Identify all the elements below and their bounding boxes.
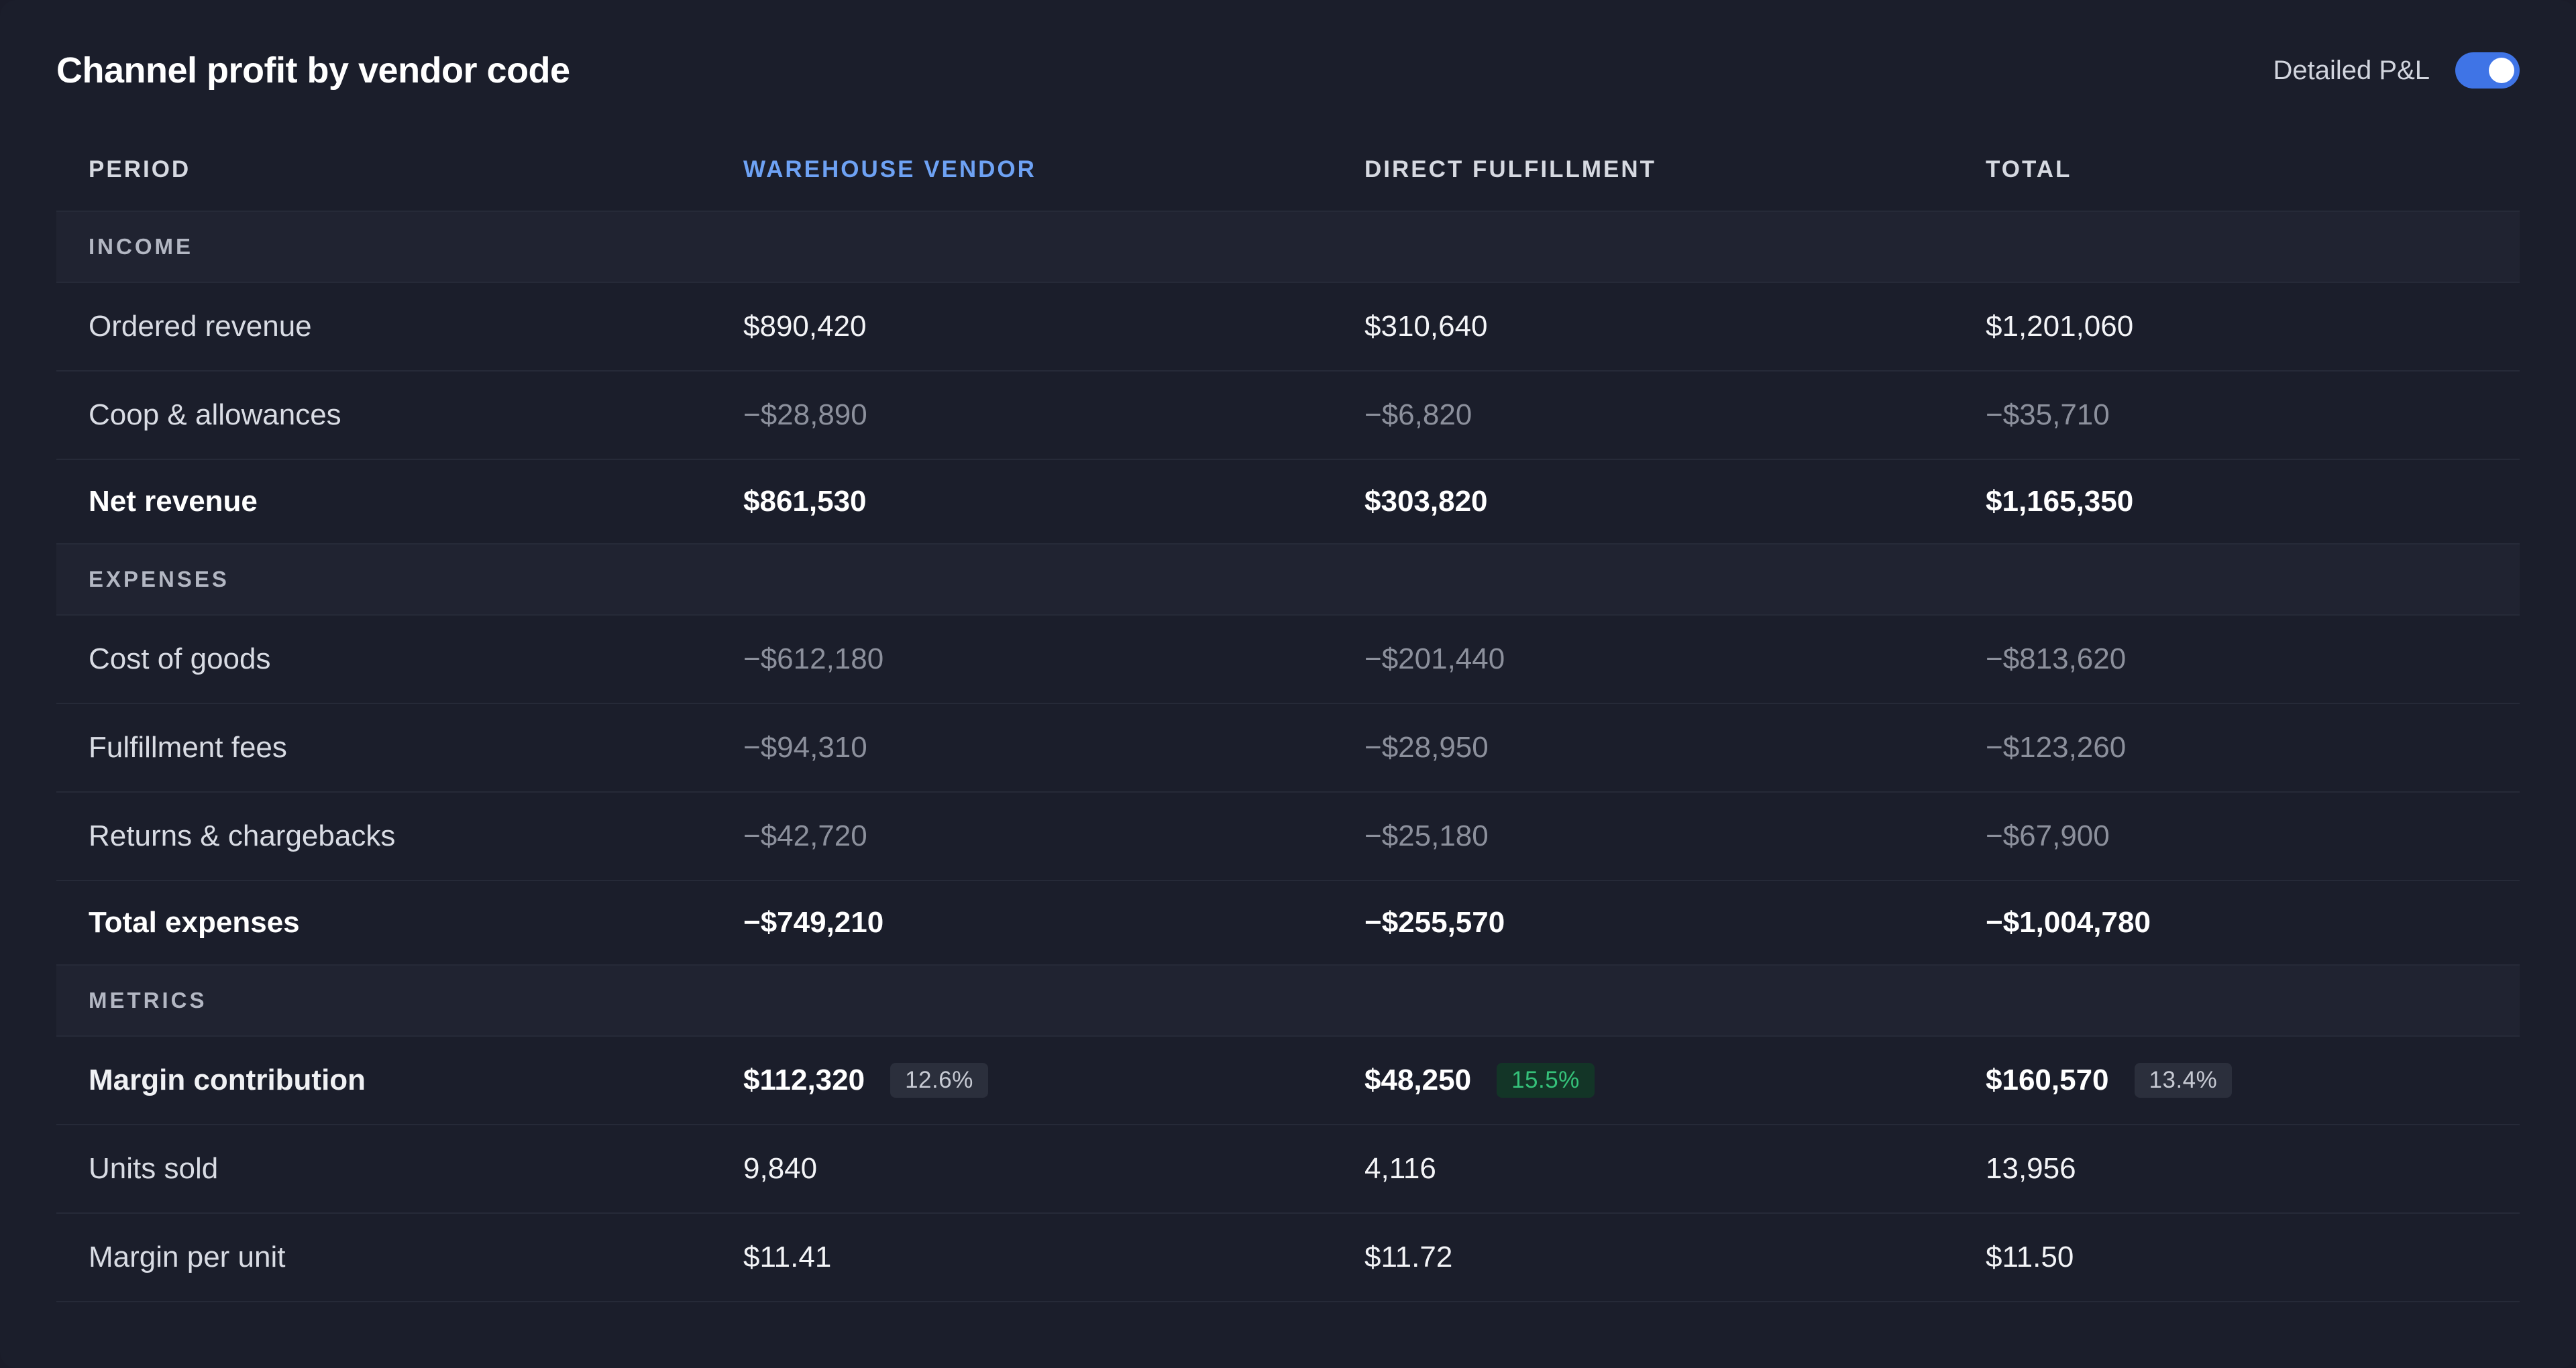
cell-total: −$67,900 bbox=[1986, 819, 2110, 852]
table-row-total-expenses: Total expenses −$749,210 −$255,570 −$1,0… bbox=[56, 881, 2520, 966]
row-label: Margin contribution bbox=[89, 1064, 366, 1096]
cell-total: $1,165,350 bbox=[1986, 485, 2134, 518]
table-row-cost-of-goods: Cost of goods −$612,180 −$201,440 −$813,… bbox=[56, 616, 2520, 704]
cell-warehouse-vendor: −$28,890 bbox=[743, 398, 867, 431]
page-title: Channel profit by vendor code bbox=[56, 50, 570, 91]
column-header-total[interactable]: TOTAL bbox=[1986, 156, 2072, 182]
table-row-net-revenue: Net revenue $861,530 $303,820 $1,165,350 bbox=[56, 460, 2520, 545]
table-row-units-sold: Units sold 9,840 4,116 13,956 bbox=[56, 1125, 2520, 1214]
cell-warehouse-vendor: $890,420 bbox=[743, 310, 867, 343]
cell-warehouse-vendor: 9,840 bbox=[743, 1152, 818, 1185]
cell-warehouse-vendor: $11.41 bbox=[743, 1241, 832, 1273]
cell-direct-fulfillment: $11.72 bbox=[1364, 1241, 1453, 1273]
row-label: Cost of goods bbox=[89, 642, 271, 675]
cell-value: $48,250 bbox=[1364, 1064, 1472, 1096]
cell-warehouse-vendor: −$42,720 bbox=[743, 819, 867, 852]
detailed-pnl-toggle[interactable] bbox=[2455, 52, 2520, 89]
margin-percent-badge: 15.5% bbox=[1497, 1063, 1595, 1098]
column-header-period[interactable]: PERIOD bbox=[89, 156, 191, 182]
row-label: Units sold bbox=[89, 1152, 219, 1185]
cell-total: $160,570 13.4% bbox=[1962, 1063, 2520, 1098]
cell-total: 13,956 bbox=[1986, 1152, 2076, 1185]
cell-total: $11.50 bbox=[1986, 1241, 2074, 1273]
table-header-row: PERIOD WAREHOUSE VENDOR DIRECT FULFILLME… bbox=[56, 129, 2520, 212]
cell-value: $112,320 bbox=[743, 1064, 865, 1096]
detailed-pnl-label: Detailed P&L bbox=[2273, 55, 2430, 85]
cell-value: $160,570 bbox=[1986, 1064, 2109, 1096]
cell-total: −$1,004,780 bbox=[1986, 906, 2151, 939]
cell-warehouse-vendor: −$749,210 bbox=[743, 906, 884, 939]
section-label-metrics: METRICS bbox=[89, 988, 207, 1013]
table-row-fulfillment-fees: Fulfillment fees −$94,310 −$28,950 −$123… bbox=[56, 704, 2520, 793]
cell-warehouse-vendor: $112,320 12.6% bbox=[719, 1063, 1340, 1098]
cell-direct-fulfillment: $310,640 bbox=[1364, 310, 1488, 343]
cell-total: −$35,710 bbox=[1986, 398, 2110, 431]
cell-total: $1,201,060 bbox=[1986, 310, 2134, 343]
section-metrics: METRICS bbox=[56, 966, 2520, 1037]
column-header-direct-fulfillment[interactable]: DIRECT FULFILLMENT bbox=[1364, 156, 1657, 182]
row-label: Ordered revenue bbox=[89, 310, 312, 343]
cell-warehouse-vendor: −$94,310 bbox=[743, 731, 867, 764]
panel-header: Channel profit by vendor code Detailed P… bbox=[56, 40, 2520, 101]
row-label: Coop & allowances bbox=[89, 398, 341, 431]
section-expenses: EXPENSES bbox=[56, 545, 2520, 616]
cell-direct-fulfillment: $303,820 bbox=[1364, 485, 1488, 518]
table-row-returns-chargebacks: Returns & chargebacks −$42,720 −$25,180 … bbox=[56, 793, 2520, 881]
row-label: Total expenses bbox=[89, 906, 300, 939]
cell-warehouse-vendor: $861,530 bbox=[743, 485, 867, 518]
cell-direct-fulfillment: $48,250 15.5% bbox=[1340, 1063, 1962, 1098]
cell-direct-fulfillment: −$6,820 bbox=[1364, 398, 1472, 431]
cell-direct-fulfillment: −$255,570 bbox=[1364, 906, 1505, 939]
toggle-knob bbox=[2489, 58, 2514, 83]
column-header-warehouse-vendor[interactable]: WAREHOUSE VENDOR bbox=[743, 156, 1036, 182]
cell-total: −$813,620 bbox=[1986, 642, 2127, 675]
cell-warehouse-vendor: −$612,180 bbox=[743, 642, 884, 675]
cell-direct-fulfillment: −$201,440 bbox=[1364, 642, 1505, 675]
margin-percent-badge: 13.4% bbox=[2134, 1063, 2233, 1098]
row-label: Net revenue bbox=[89, 485, 258, 518]
section-label-expenses: EXPENSES bbox=[89, 567, 229, 591]
cell-direct-fulfillment: 4,116 bbox=[1364, 1152, 1436, 1185]
table-row-coop-allowances: Coop & allowances −$28,890 −$6,820 −$35,… bbox=[56, 372, 2520, 460]
cell-direct-fulfillment: −$28,950 bbox=[1364, 731, 1489, 764]
cell-direct-fulfillment: −$25,180 bbox=[1364, 819, 1489, 852]
row-label: Fulfillment fees bbox=[89, 731, 287, 764]
detailed-pnl-toggle-group: Detailed P&L bbox=[2273, 52, 2520, 89]
table-row-margin-per-unit: Margin per unit $11.41 $11.72 $11.50 bbox=[56, 1214, 2520, 1302]
cell-total: −$123,260 bbox=[1986, 731, 2127, 764]
margin-percent-badge: 12.6% bbox=[890, 1063, 988, 1098]
section-label-income: INCOME bbox=[89, 234, 193, 259]
table-row-ordered-revenue: Ordered revenue $890,420 $310,640 $1,201… bbox=[56, 283, 2520, 372]
pnl-table: PERIOD WAREHOUSE VENDOR DIRECT FULFILLME… bbox=[56, 129, 2520, 1302]
section-income: INCOME bbox=[56, 212, 2520, 283]
table-row-margin-contribution: Margin contribution $112,320 12.6% $48,2… bbox=[56, 1037, 2520, 1125]
row-label: Returns & chargebacks bbox=[89, 819, 396, 852]
row-label: Margin per unit bbox=[89, 1241, 286, 1273]
